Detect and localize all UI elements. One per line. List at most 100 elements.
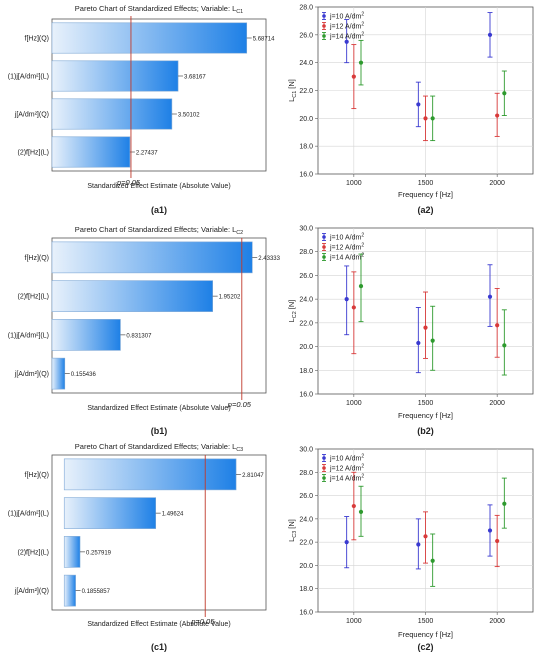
bar-category-label: f[Hz](Q): [25, 472, 50, 479]
chart-panel-c2: 16.0 18.0 20.0 22.0 24.0 26.0 28.0 30.0 1000 1500…: [287, 447, 534, 652]
panel-caption: (b2): [417, 426, 434, 436]
panel-caption: (c2): [417, 642, 433, 652]
bar-value-label: 0.1855857: [82, 589, 111, 595]
y-tick-label: 16.0: [299, 392, 313, 399]
bar-value-label: 0.155436: [71, 372, 97, 378]
chart-layer: Pareto Chart of Standardized Effects; Va…: [8, 4, 534, 652]
pareto-bar: [51, 60, 179, 92]
mean-point: [430, 558, 435, 563]
x-tick-label: 1000: [346, 400, 362, 407]
bar-category-label: (2)f[Hz](L): [18, 549, 50, 556]
pareto-bar: [51, 241, 253, 274]
y-axis-label: LC1 [N]: [287, 79, 298, 102]
y-tick-label: 28.0: [299, 470, 313, 477]
pareto-bar: [51, 280, 213, 312]
chart-panel-a2: 16.0 18.0 20.0 22.0 24.0 26.0 28.0 1000 1500 2000…: [287, 5, 534, 215]
x-axis-label: Standardized Effect Estimate (Absolute V…: [87, 183, 230, 190]
y-tick-label: 18.0: [299, 586, 313, 593]
y-tick-label: 20.0: [299, 344, 313, 351]
mean-point: [502, 343, 507, 348]
mean-point: [502, 91, 507, 96]
bar-category-label: j[A/dm²](Q): [14, 588, 49, 595]
mean-point: [358, 509, 364, 514]
y-tick-label: 30.0: [299, 447, 313, 454]
panel-caption: (a2): [417, 205, 433, 215]
mean-point: [351, 305, 356, 310]
x-axis-label: Frequency f [Hz]: [398, 630, 453, 639]
x-axis-label: Frequency f [Hz]: [398, 190, 453, 199]
bar-category-label: j[A/dm²](Q): [14, 371, 49, 378]
y-tick-label: 24.0: [299, 60, 313, 67]
x-axis-label: Standardized Effect Estimate (Absolute V…: [87, 621, 230, 628]
legend-swatch: [322, 24, 326, 28]
pareto-bar: [51, 357, 66, 390]
bar-value-label: 1.49624: [162, 512, 184, 518]
y-tick-label: 20.0: [299, 563, 313, 570]
bar-category-label: (2)f[Hz](L): [18, 294, 50, 301]
panel-caption: (a1): [151, 205, 167, 215]
y-tick-label: 16.0: [299, 610, 313, 617]
mean-point: [344, 540, 349, 545]
y-tick-label: 16.0: [299, 172, 313, 179]
significance-label: p=0.05: [227, 400, 252, 409]
pareto-bar: [63, 497, 157, 529]
x-tick-label: 1000: [346, 618, 362, 625]
significance-label: p=0.05: [116, 178, 141, 187]
legend-swatch: [322, 14, 326, 18]
y-tick-label: 28.0: [299, 249, 313, 256]
bar-category-label: f[Hz](Q): [25, 36, 50, 43]
x-tick-label: 1000: [346, 180, 362, 187]
bar-value-label: 2.81047: [242, 473, 264, 479]
y-tick-label: 22.0: [299, 320, 313, 327]
x-axis-label: Frequency f [Hz]: [398, 411, 453, 420]
legend-label: j=14 A/dm2: [329, 253, 364, 262]
y-tick-label: 26.0: [299, 493, 313, 500]
legend-swatch: [322, 456, 326, 460]
mean-point: [495, 323, 500, 328]
mean-point: [416, 102, 421, 107]
pareto-bar: [51, 319, 121, 351]
x-tick-label: 1500: [418, 400, 434, 407]
bar-value-label: 1.95202: [219, 295, 241, 301]
legend-swatch: [322, 476, 326, 480]
pareto-bar: [51, 22, 248, 54]
chart-panel-b1: Pareto Chart of Standardized Effects; Va…: [8, 225, 281, 436]
mean-point: [430, 338, 435, 343]
legend-label: j=10 A/dm2: [329, 12, 364, 21]
bar-value-label: 2.27437: [136, 151, 158, 157]
legend-swatch: [322, 235, 326, 239]
y-tick-label: 24.0: [299, 297, 313, 304]
y-tick-label: 22.0: [299, 540, 313, 547]
mean-point: [351, 503, 356, 509]
legend-swatch: [322, 255, 326, 259]
y-tick-label: 22.0: [299, 88, 313, 95]
mean-point: [416, 340, 421, 346]
x-tick-label: 2000: [489, 180, 505, 187]
pareto-bar: [51, 136, 131, 168]
legend-label: j=14 A/dm2: [329, 32, 364, 41]
bar-category-label: (1)j[A/dm²](L): [8, 511, 49, 518]
bar-value-label: 2.43333: [258, 256, 280, 262]
legend-label: j=12 A/dm2: [329, 22, 364, 31]
chart-panel-a1: Pareto Chart of Standardized Effects; Va…: [8, 4, 275, 215]
legend-label: j=10 A/dm2: [329, 454, 364, 463]
x-tick-label: 1500: [418, 618, 434, 625]
y-tick-label: 20.0: [299, 116, 313, 123]
chart-title: Pareto Chart of Standardized Effects; Va…: [75, 225, 243, 236]
mean-point: [487, 528, 493, 533]
panel-caption: (b1): [151, 426, 168, 436]
mean-point: [495, 538, 500, 544]
pareto-bar: [63, 536, 81, 568]
mean-point: [358, 284, 364, 289]
legend-label: j=14 A/dm2: [329, 474, 364, 483]
mean-point: [487, 294, 493, 299]
legend-swatch: [322, 34, 326, 38]
mean-point: [487, 32, 493, 37]
y-axis-label: LC2 [N]: [287, 300, 298, 323]
mean-point: [430, 116, 435, 121]
y-tick-label: 26.0: [299, 273, 313, 280]
legend-label: j=12 A/dm2: [329, 243, 364, 252]
mean-point: [495, 113, 500, 118]
chart-panel-c1: Pareto Chart of Standardized Effects; Va…: [8, 442, 267, 652]
